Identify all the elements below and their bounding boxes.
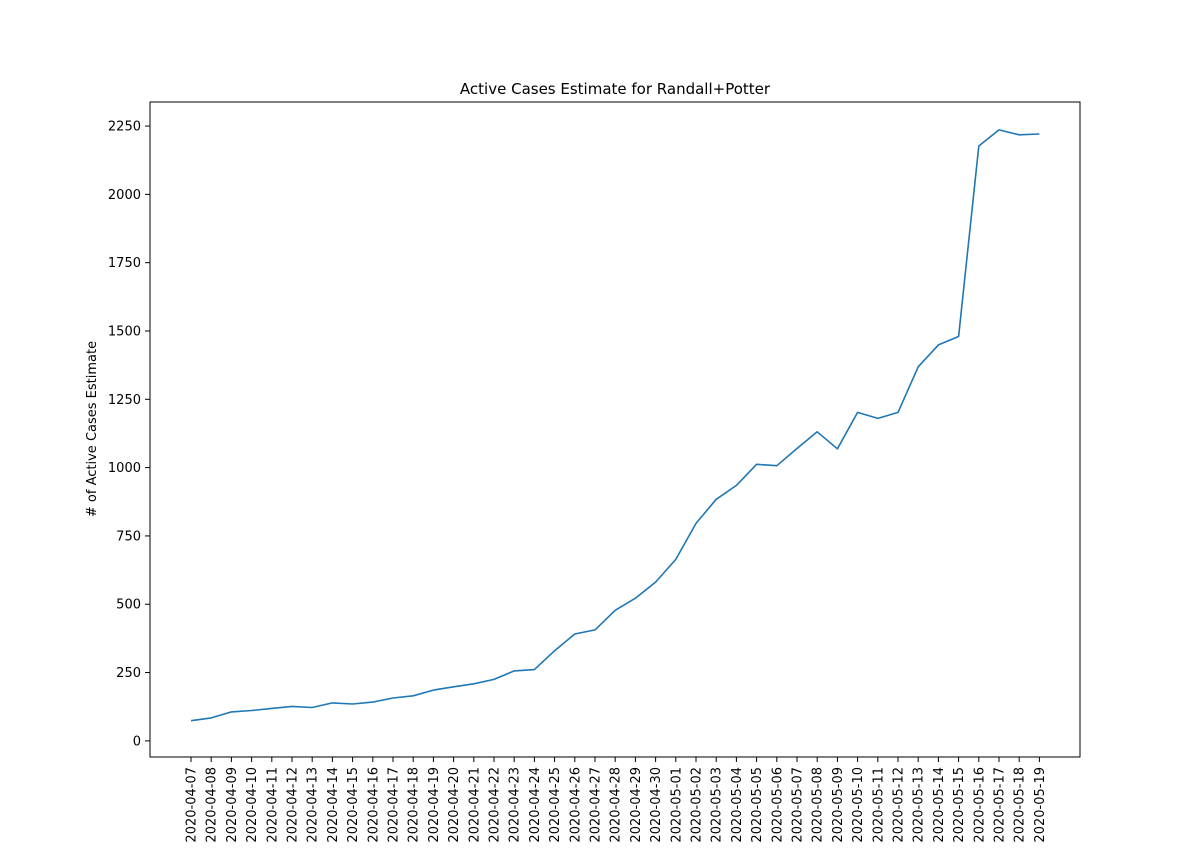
y-axis-label: # of Active Cases Estimate <box>85 341 100 517</box>
y-tick-label: 2250 <box>108 120 141 135</box>
x-tick-label: 2020-05-03 <box>710 767 725 843</box>
axis-ticks: 0 250 500 750 1000 1250 1500 1750 2000 2250 2020-0… <box>108 120 1048 843</box>
y-tick-label: 500 <box>116 598 141 613</box>
x-tick-label: 2020-04-17 <box>387 767 402 843</box>
chart-title: Active Cases Estimate for Randall+Potter <box>460 80 771 98</box>
x-tick-label: 2020-05-15 <box>952 767 967 843</box>
y-tick-label: 250 <box>116 666 141 681</box>
x-tick-label: 2020-05-10 <box>851 767 866 843</box>
y-tick-label: 1000 <box>108 461 141 476</box>
x-tick-label: 2020-04-26 <box>568 767 583 843</box>
x-tick-label: 2020-05-01 <box>669 767 684 843</box>
x-tick-label: 2020-04-13 <box>306 767 321 843</box>
x-tick-label: 2020-04-12 <box>286 767 301 843</box>
x-tick-label: 2020-04-25 <box>548 767 563 843</box>
x-tick-label: 2020-04-07 <box>185 767 200 843</box>
x-tick-label: 2020-05-09 <box>831 767 846 843</box>
x-tick-label: 2020-05-18 <box>1013 767 1028 843</box>
x-tick-label: 2020-04-09 <box>225 767 240 843</box>
x-tick-label: 2020-04-19 <box>427 767 442 843</box>
y-tick-label: 0 <box>133 734 141 749</box>
x-tick-label: 2020-05-05 <box>750 767 765 843</box>
x-tick-label: 2020-04-14 <box>326 767 341 843</box>
series-line-0 <box>190 129 1040 722</box>
x-tick-label: 2020-05-13 <box>912 767 927 843</box>
y-tick-label: 1250 <box>108 393 141 408</box>
x-tick-label: 2020-05-14 <box>932 767 947 843</box>
x-tick-label: 2020-04-21 <box>467 767 482 843</box>
x-tick-label: 2020-04-27 <box>589 767 604 843</box>
x-tick-label: 2020-04-24 <box>528 767 543 843</box>
x-tick-label: 2020-05-17 <box>993 767 1008 843</box>
x-tick-label: 2020-04-18 <box>407 767 422 843</box>
x-tick-label: 2020-05-16 <box>972 767 987 843</box>
x-tick-label: 2020-05-12 <box>892 767 907 843</box>
x-tick-label: 2020-04-16 <box>366 767 381 843</box>
x-tick-label: 2020-04-22 <box>488 767 503 843</box>
x-tick-label: 2020-05-19 <box>1033 767 1048 843</box>
y-tick-label: 750 <box>116 529 141 544</box>
x-tick-label: 2020-05-06 <box>770 767 785 843</box>
x-tick-label: 2020-04-08 <box>205 767 220 843</box>
x-tick-label: 2020-05-07 <box>791 767 806 843</box>
x-tick-label: 2020-04-11 <box>265 767 280 843</box>
x-tick-label: 2020-04-30 <box>649 767 664 843</box>
x-tick-label: 2020-05-08 <box>811 767 826 843</box>
x-tick-label: 2020-04-28 <box>609 767 624 843</box>
x-tick-label: 2020-04-15 <box>346 767 361 843</box>
series-layer <box>190 129 1040 722</box>
x-tick-label: 2020-04-10 <box>245 767 260 843</box>
x-tick-label: 2020-04-20 <box>447 767 462 843</box>
x-tick-label: 2020-04-29 <box>629 767 644 843</box>
x-tick-label: 2020-05-11 <box>871 767 886 843</box>
x-tick-label: 2020-04-23 <box>508 767 523 843</box>
y-tick-label: 1750 <box>108 256 141 271</box>
y-tick-label: 2000 <box>108 188 141 203</box>
x-tick-label: 2020-05-04 <box>730 767 745 843</box>
x-tick-label: 2020-05-02 <box>690 767 705 843</box>
y-tick-label: 1500 <box>108 324 141 339</box>
plot-area-frame <box>149 101 1081 758</box>
